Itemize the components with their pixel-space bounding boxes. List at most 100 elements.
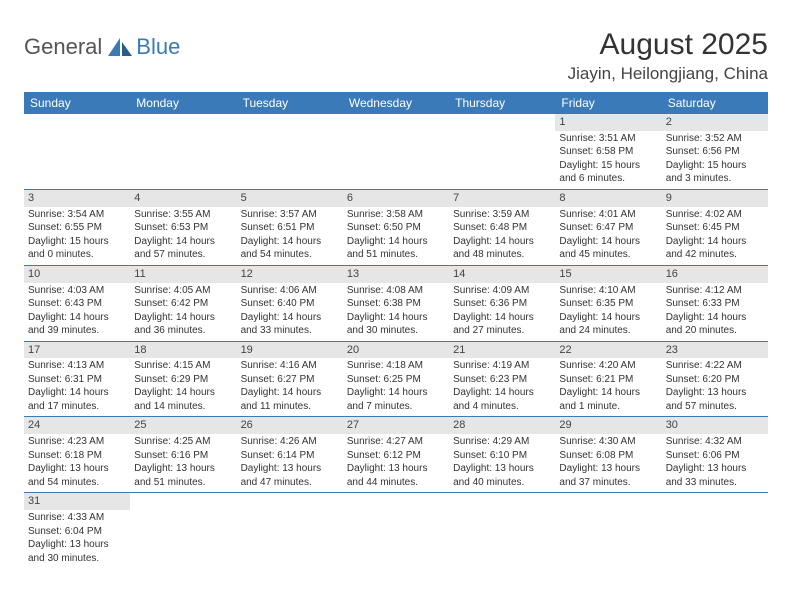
sunrise-line: Sunrise: 4:12 AM bbox=[666, 284, 764, 298]
logo-text-blue: Blue bbox=[136, 34, 180, 60]
day-number: 2 bbox=[662, 114, 768, 131]
day-header: Monday bbox=[130, 92, 236, 114]
daylight-line: Daylight: 14 hours and 24 minutes. bbox=[559, 311, 657, 338]
calendar-week: 17Sunrise: 4:13 AMSunset: 6:31 PMDayligh… bbox=[24, 342, 768, 418]
daylight-line: Daylight: 14 hours and 30 minutes. bbox=[347, 311, 445, 338]
calendar-cell: 26Sunrise: 4:26 AMSunset: 6:14 PMDayligh… bbox=[237, 417, 343, 492]
sunrise-line: Sunrise: 4:29 AM bbox=[453, 435, 551, 449]
daylight-line: Daylight: 14 hours and 54 minutes. bbox=[241, 235, 339, 262]
sunset-line: Sunset: 6:23 PM bbox=[453, 373, 551, 387]
sunset-line: Sunset: 6:14 PM bbox=[241, 449, 339, 463]
day-number: 7 bbox=[449, 190, 555, 207]
day-header: Tuesday bbox=[237, 92, 343, 114]
sunrise-line: Sunrise: 4:13 AM bbox=[28, 359, 126, 373]
sunrise-line: Sunrise: 3:51 AM bbox=[559, 132, 657, 146]
calendar-cell: 29Sunrise: 4:30 AMSunset: 6:08 PMDayligh… bbox=[555, 417, 661, 492]
calendar-cell: 12Sunrise: 4:06 AMSunset: 6:40 PMDayligh… bbox=[237, 266, 343, 341]
cell-content: Sunrise: 3:52 AMSunset: 6:56 PMDaylight:… bbox=[662, 131, 768, 189]
calendar-cell: 28Sunrise: 4:29 AMSunset: 6:10 PMDayligh… bbox=[449, 417, 555, 492]
day-number: 14 bbox=[449, 266, 555, 283]
calendar-cell bbox=[343, 114, 449, 189]
logo-text-general: General bbox=[24, 34, 102, 60]
day-number: 16 bbox=[662, 266, 768, 283]
cell-content: Sunrise: 3:59 AMSunset: 6:48 PMDaylight:… bbox=[449, 207, 555, 265]
sunset-line: Sunset: 6:29 PM bbox=[134, 373, 232, 387]
calendar-cell: 13Sunrise: 4:08 AMSunset: 6:38 PMDayligh… bbox=[343, 266, 449, 341]
sunset-line: Sunset: 6:53 PM bbox=[134, 221, 232, 235]
sunrise-line: Sunrise: 4:01 AM bbox=[559, 208, 657, 222]
daylight-line: Daylight: 13 hours and 44 minutes. bbox=[347, 462, 445, 489]
calendar-cell bbox=[237, 493, 343, 568]
cell-content: Sunrise: 4:25 AMSunset: 6:16 PMDaylight:… bbox=[130, 434, 236, 492]
sunset-line: Sunset: 6:06 PM bbox=[666, 449, 764, 463]
cell-content: Sunrise: 4:30 AMSunset: 6:08 PMDaylight:… bbox=[555, 434, 661, 492]
daylight-line: Daylight: 14 hours and 7 minutes. bbox=[347, 386, 445, 413]
sunset-line: Sunset: 6:58 PM bbox=[559, 145, 657, 159]
sunrise-line: Sunrise: 4:27 AM bbox=[347, 435, 445, 449]
day-number: 24 bbox=[24, 417, 130, 434]
cell-content: Sunrise: 4:33 AMSunset: 6:04 PMDaylight:… bbox=[24, 510, 130, 568]
calendar-cell: 8Sunrise: 4:01 AMSunset: 6:47 PMDaylight… bbox=[555, 190, 661, 265]
daylight-line: Daylight: 13 hours and 37 minutes. bbox=[559, 462, 657, 489]
daylight-line: Daylight: 13 hours and 33 minutes. bbox=[666, 462, 764, 489]
daylight-line: Daylight: 14 hours and 20 minutes. bbox=[666, 311, 764, 338]
day-number: 27 bbox=[343, 417, 449, 434]
daylight-line: Daylight: 14 hours and 4 minutes. bbox=[453, 386, 551, 413]
sunrise-line: Sunrise: 3:57 AM bbox=[241, 208, 339, 222]
sunrise-line: Sunrise: 4:15 AM bbox=[134, 359, 232, 373]
day-number: 15 bbox=[555, 266, 661, 283]
title-block: August 2025 Jiayin, Heilongjiang, China bbox=[568, 28, 768, 84]
day-number: 10 bbox=[24, 266, 130, 283]
day-number: 13 bbox=[343, 266, 449, 283]
cell-content: Sunrise: 4:05 AMSunset: 6:42 PMDaylight:… bbox=[130, 283, 236, 341]
calendar-cell: 7Sunrise: 3:59 AMSunset: 6:48 PMDaylight… bbox=[449, 190, 555, 265]
calendar-cell: 3Sunrise: 3:54 AMSunset: 6:55 PMDaylight… bbox=[24, 190, 130, 265]
day-number: 4 bbox=[130, 190, 236, 207]
sunset-line: Sunset: 6:31 PM bbox=[28, 373, 126, 387]
logo: General Blue bbox=[24, 34, 180, 60]
sunset-line: Sunset: 6:43 PM bbox=[28, 297, 126, 311]
sunrise-line: Sunrise: 4:22 AM bbox=[666, 359, 764, 373]
sunrise-line: Sunrise: 4:18 AM bbox=[347, 359, 445, 373]
logo-sail-icon bbox=[106, 36, 134, 58]
sunrise-line: Sunrise: 3:59 AM bbox=[453, 208, 551, 222]
sunset-line: Sunset: 6:33 PM bbox=[666, 297, 764, 311]
day-number: 1 bbox=[555, 114, 661, 131]
cell-content: Sunrise: 4:15 AMSunset: 6:29 PMDaylight:… bbox=[130, 358, 236, 416]
day-header: Sunday bbox=[24, 92, 130, 114]
sunrise-line: Sunrise: 4:05 AM bbox=[134, 284, 232, 298]
day-number: 9 bbox=[662, 190, 768, 207]
calendar-cell: 18Sunrise: 4:15 AMSunset: 6:29 PMDayligh… bbox=[130, 342, 236, 417]
calendar-week: 31Sunrise: 4:33 AMSunset: 6:04 PMDayligh… bbox=[24, 493, 768, 568]
sunrise-line: Sunrise: 4:19 AM bbox=[453, 359, 551, 373]
calendar-cell bbox=[449, 114, 555, 189]
cell-content: Sunrise: 4:10 AMSunset: 6:35 PMDaylight:… bbox=[555, 283, 661, 341]
cell-content: Sunrise: 4:26 AMSunset: 6:14 PMDaylight:… bbox=[237, 434, 343, 492]
month-title: August 2025 bbox=[568, 28, 768, 62]
day-number: 12 bbox=[237, 266, 343, 283]
day-number: 5 bbox=[237, 190, 343, 207]
sunset-line: Sunset: 6:51 PM bbox=[241, 221, 339, 235]
calendar: SundayMondayTuesdayWednesdayThursdayFrid… bbox=[24, 92, 768, 568]
daylight-line: Daylight: 15 hours and 3 minutes. bbox=[666, 159, 764, 186]
calendar-cell: 10Sunrise: 4:03 AMSunset: 6:43 PMDayligh… bbox=[24, 266, 130, 341]
sunrise-line: Sunrise: 3:54 AM bbox=[28, 208, 126, 222]
sunset-line: Sunset: 6:21 PM bbox=[559, 373, 657, 387]
sunset-line: Sunset: 6:45 PM bbox=[666, 221, 764, 235]
cell-content: Sunrise: 3:54 AMSunset: 6:55 PMDaylight:… bbox=[24, 207, 130, 265]
daylight-line: Daylight: 14 hours and 45 minutes. bbox=[559, 235, 657, 262]
day-header: Thursday bbox=[449, 92, 555, 114]
sunset-line: Sunset: 6:55 PM bbox=[28, 221, 126, 235]
calendar-cell: 2Sunrise: 3:52 AMSunset: 6:56 PMDaylight… bbox=[662, 114, 768, 189]
sunrise-line: Sunrise: 4:09 AM bbox=[453, 284, 551, 298]
daylight-line: Daylight: 14 hours and 36 minutes. bbox=[134, 311, 232, 338]
cell-content: Sunrise: 4:18 AMSunset: 6:25 PMDaylight:… bbox=[343, 358, 449, 416]
sunset-line: Sunset: 6:56 PM bbox=[666, 145, 764, 159]
cell-content: Sunrise: 3:58 AMSunset: 6:50 PMDaylight:… bbox=[343, 207, 449, 265]
daylight-line: Daylight: 14 hours and 11 minutes. bbox=[241, 386, 339, 413]
day-header: Saturday bbox=[662, 92, 768, 114]
calendar-cell: 24Sunrise: 4:23 AMSunset: 6:18 PMDayligh… bbox=[24, 417, 130, 492]
sunset-line: Sunset: 6:42 PM bbox=[134, 297, 232, 311]
cell-content: Sunrise: 4:06 AMSunset: 6:40 PMDaylight:… bbox=[237, 283, 343, 341]
sunrise-line: Sunrise: 4:32 AM bbox=[666, 435, 764, 449]
